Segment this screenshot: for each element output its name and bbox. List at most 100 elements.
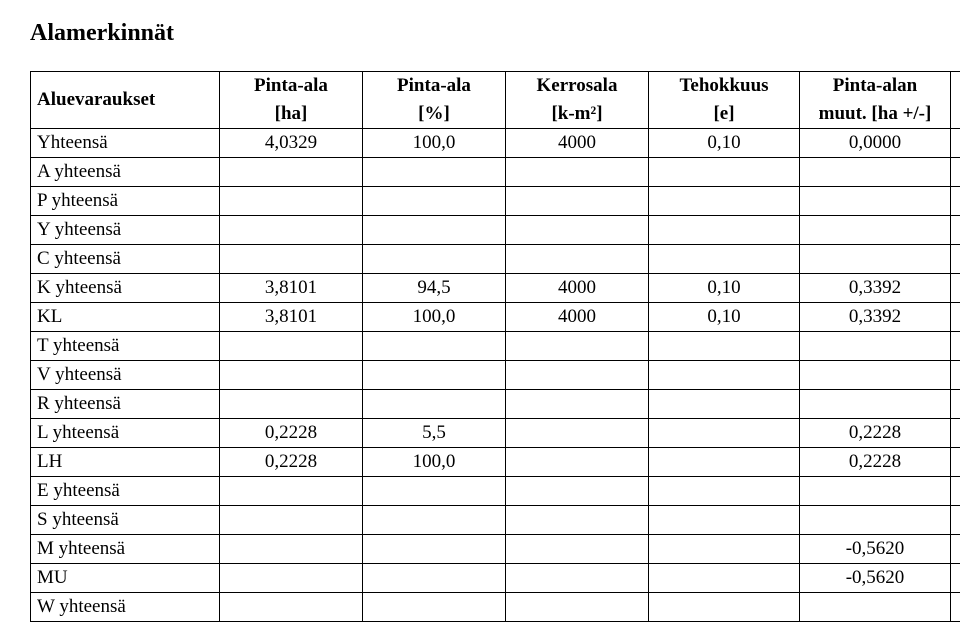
table-body: Yhteensä4,0329100,040000,100,0000500A yh… [31, 129, 960, 622]
cell [649, 187, 800, 216]
table-row: KL3,8101100,040000,100,3392500 [31, 303, 960, 332]
cell [220, 187, 363, 216]
cell [363, 332, 506, 361]
cell [220, 593, 363, 622]
table-row: W yhteensä [31, 593, 960, 622]
col-header-kerrosalan-muut-line2: [k-m² +/-] [951, 100, 960, 129]
cell [220, 332, 363, 361]
cell [220, 216, 363, 245]
cell: 0,2228 [220, 419, 363, 448]
table-header-row: Aluevaraukset Pinta-ala Pinta-ala Kerros… [31, 72, 960, 101]
cell [506, 187, 649, 216]
cell: 4000 [506, 303, 649, 332]
col-header-pintaalan-muut-line1: Pinta-alan [800, 72, 951, 101]
row-label: A yhteensä [31, 158, 220, 187]
cell: 4000 [506, 274, 649, 303]
cell [800, 593, 951, 622]
cell [649, 419, 800, 448]
cell [649, 593, 800, 622]
table-row: Yhteensä4,0329100,040000,100,0000500 [31, 129, 960, 158]
table-row: MU-0,5620 [31, 564, 960, 593]
cell [649, 535, 800, 564]
row-label: R yhteensä [31, 390, 220, 419]
cell [649, 390, 800, 419]
cell [951, 419, 960, 448]
col-header-pintaala-ha-line2: [ha] [220, 100, 363, 129]
cell: 100,0 [363, 303, 506, 332]
cell: 0,2228 [800, 448, 951, 477]
cell [951, 535, 960, 564]
cell [363, 216, 506, 245]
cell [951, 332, 960, 361]
col-header-kerrosala-line1: Kerrosala [506, 72, 649, 101]
cell [506, 361, 649, 390]
table-row: A yhteensä [31, 158, 960, 187]
cell: 5,5 [363, 419, 506, 448]
cell [506, 245, 649, 274]
table-row: K yhteensä3,810194,540000,100,3392500 [31, 274, 960, 303]
cell [649, 332, 800, 361]
cell [649, 361, 800, 390]
cell [649, 564, 800, 593]
col-header-pintaalan-muut-line2: muut. [ha +/-] [800, 100, 951, 129]
row-label: Yhteensä [31, 129, 220, 158]
cell [951, 477, 960, 506]
cell [951, 187, 960, 216]
cell [649, 448, 800, 477]
cell [363, 564, 506, 593]
data-table: Aluevaraukset Pinta-ala Pinta-ala Kerros… [30, 71, 960, 622]
cell [506, 593, 649, 622]
row-label: M yhteensä [31, 535, 220, 564]
cell: 0,10 [649, 303, 800, 332]
cell: 3,8101 [220, 274, 363, 303]
cell [649, 245, 800, 274]
cell [506, 535, 649, 564]
cell [363, 361, 506, 390]
table-row: M yhteensä -0,5620 [31, 535, 960, 564]
page-title: Alamerkinnät [30, 20, 930, 47]
row-label: KL [31, 303, 220, 332]
cell [951, 158, 960, 187]
cell [649, 477, 800, 506]
row-label: LH [31, 448, 220, 477]
cell [800, 216, 951, 245]
cell [220, 477, 363, 506]
col-header-pintaala-pct-line1: Pinta-ala [363, 72, 506, 101]
cell [220, 390, 363, 419]
cell [800, 187, 951, 216]
cell [800, 361, 951, 390]
row-label: T yhteensä [31, 332, 220, 361]
cell [800, 332, 951, 361]
table-row: L yhteensä0,22285,50,2228 [31, 419, 960, 448]
col-header-tehokkuus-line1: Tehokkuus [649, 72, 800, 101]
cell [951, 361, 960, 390]
cell [506, 448, 649, 477]
cell [506, 419, 649, 448]
cell [506, 158, 649, 187]
row-label: V yhteensä [31, 361, 220, 390]
cell [363, 187, 506, 216]
cell [220, 535, 363, 564]
row-label: C yhteensä [31, 245, 220, 274]
table-row: S yhteensä [31, 506, 960, 535]
row-label: L yhteensä [31, 419, 220, 448]
cell [506, 477, 649, 506]
cell [220, 506, 363, 535]
cell [951, 506, 960, 535]
cell [220, 245, 363, 274]
row-label: K yhteensä [31, 274, 220, 303]
cell [951, 245, 960, 274]
cell [363, 245, 506, 274]
cell: -0,5620 [800, 535, 951, 564]
table-row: Y yhteensä [31, 216, 960, 245]
cell: 500 [951, 129, 960, 158]
cell [220, 564, 363, 593]
cell: 100,0 [363, 448, 506, 477]
col-header-kerrosalan-muut-line1: Kerrosalan muut. [951, 72, 960, 101]
table-row: R yhteensä [31, 390, 960, 419]
cell [800, 506, 951, 535]
row-label: S yhteensä [31, 506, 220, 535]
cell [506, 564, 649, 593]
cell: 500 [951, 303, 960, 332]
cell [800, 245, 951, 274]
